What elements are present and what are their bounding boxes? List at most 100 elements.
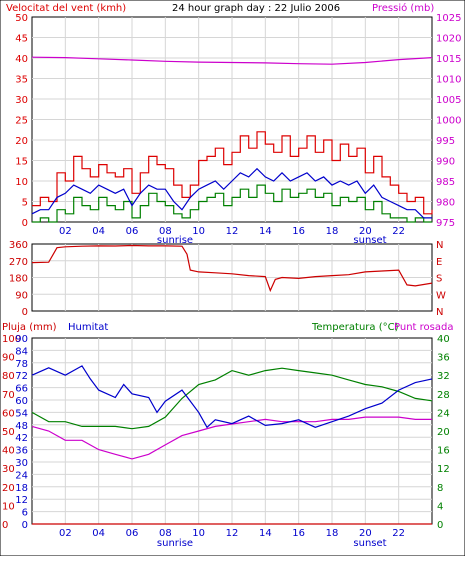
- compass-label: S: [436, 274, 442, 285]
- y-tick-label: 20: [15, 136, 28, 147]
- y-tick-label: 90: [15, 290, 28, 301]
- y-right-tick-label: 1005: [436, 95, 461, 106]
- y-right-tick-label: 1020: [436, 34, 461, 45]
- x-tick-label: 08: [159, 528, 172, 539]
- y-tick-label: 360: [9, 240, 28, 251]
- y-right-tick-label: 1000: [436, 116, 461, 127]
- x-tick-label: 02: [59, 528, 72, 539]
- temperature-tick-label: 20: [437, 427, 450, 438]
- temperature-series: [31, 367, 433, 430]
- y-tick-label: 50: [15, 13, 28, 24]
- rain-tick-label: 50: [2, 427, 15, 438]
- x-tick-label: 16: [292, 528, 305, 539]
- humidity-tick-label: 18: [15, 483, 28, 494]
- x-tick-label: 14: [259, 226, 272, 237]
- humidity-tick-label: 30: [15, 458, 28, 469]
- y-tick-label: 5: [22, 198, 28, 209]
- rain-tick-label: 0: [2, 520, 8, 531]
- y-right-tick-label: 980: [436, 198, 455, 209]
- humidity-temperature-chart: 0102030405060708090100061218243036424854…: [2, 334, 450, 549]
- x-tick-label: 04: [92, 226, 105, 237]
- y-tick-label: 15: [15, 157, 28, 168]
- sunrise-label: sunrise: [157, 538, 193, 549]
- sunrise-label: sunrise: [157, 235, 193, 246]
- x-tick-label: 18: [326, 528, 339, 539]
- y-right-tick-label: 995: [436, 136, 455, 147]
- x-tick-label: 12: [226, 528, 239, 539]
- compass-label: N: [436, 307, 443, 318]
- humidity-tick-label: 84: [15, 346, 28, 357]
- compass-label: W: [436, 290, 446, 301]
- x-tick-label: 10: [192, 528, 205, 539]
- rain-tick-label: 10: [2, 501, 15, 512]
- x-tick-label: 08: [159, 226, 172, 237]
- x-tick-label: 22: [392, 226, 405, 237]
- humidity-tick-label: 72: [15, 371, 28, 382]
- humidity-title: Humitat: [68, 322, 108, 333]
- humidity-tick-label: 66: [15, 384, 28, 395]
- temperature-title: Temperatura (°C): [311, 322, 399, 333]
- rain-tick-label: 100: [2, 334, 21, 345]
- rain-tick-label: 70: [2, 390, 15, 401]
- humidity-series: [31, 365, 433, 429]
- temperature-tick-label: 12: [437, 464, 450, 475]
- humidity-tick-label: 78: [15, 359, 28, 370]
- humidity-tick-label: 12: [15, 495, 28, 506]
- y-right-tick-label: 990: [436, 157, 455, 168]
- humidity-tick-label: 0: [22, 520, 28, 531]
- rain-tick-label: 40: [2, 446, 15, 457]
- humidity-tick-label: 90: [15, 334, 28, 345]
- x-tick-label: 04: [92, 528, 105, 539]
- humidity-tick-label: 36: [15, 446, 28, 457]
- humidity-tick-label: 42: [15, 433, 28, 444]
- y-tick-label: 40: [15, 54, 28, 65]
- rain-title: Pluja (mm): [2, 322, 57, 333]
- x-tick-label: 16: [292, 226, 305, 237]
- pressure-title: Pressió (mb): [372, 2, 434, 14]
- x-tick-label: 20: [359, 226, 372, 237]
- x-tick-label: 12: [226, 226, 239, 237]
- sunset-label: sunset: [353, 235, 386, 246]
- y-tick-label: 0: [22, 307, 28, 318]
- humidity-tick-label: 48: [15, 421, 28, 432]
- sunset-label: sunset: [353, 538, 386, 549]
- rain-tick-label: 60: [2, 408, 15, 419]
- y-right-tick-label: 1015: [436, 54, 461, 65]
- y-tick-label: 180: [9, 274, 28, 285]
- wind-title: Velocitat del vent (kmh): [6, 3, 126, 14]
- x-tick-label: 14: [259, 528, 272, 539]
- y-tick-label: 30: [15, 95, 28, 106]
- x-tick-label: 18: [326, 226, 339, 237]
- y-tick-label: 270: [9, 257, 28, 268]
- rain-tick-label: 20: [2, 483, 15, 494]
- humidity-tick-label: 6: [22, 508, 28, 519]
- temperature-tick-label: 0: [437, 520, 443, 531]
- wind-pressure-chart: 0510152025303540455097598098599099510001…: [15, 13, 461, 246]
- humidity-tick-label: 54: [15, 408, 28, 419]
- x-tick-label: 06: [126, 226, 139, 237]
- pressure-series: [31, 56, 433, 65]
- x-tick-label: 02: [59, 226, 72, 237]
- rain-tick-label: 90: [2, 353, 15, 364]
- compass-label: E: [436, 257, 442, 268]
- temperature-tick-label: 32: [437, 371, 450, 382]
- temperature-tick-label: 24: [437, 408, 450, 419]
- y-tick-label: 25: [15, 116, 28, 127]
- rain-tick-label: 30: [2, 464, 15, 475]
- temperature-tick-label: 8: [437, 483, 443, 494]
- y-tick-label: 45: [15, 34, 28, 45]
- graph-date-title: 24 hour graph day : 22 Julio 2006: [172, 3, 340, 14]
- x-tick-label: 10: [192, 226, 205, 237]
- temperature-tick-label: 16: [437, 446, 450, 457]
- y-right-tick-label: 975: [436, 218, 455, 229]
- y-tick-label: 35: [15, 75, 28, 86]
- x-tick-label: 06: [126, 528, 139, 539]
- x-tick-label: 20: [359, 528, 372, 539]
- y-right-tick-label: 985: [436, 177, 455, 188]
- wind-low-series: [32, 184, 432, 223]
- rain-tick-label: 80: [2, 371, 15, 382]
- temperature-tick-label: 40: [437, 334, 450, 345]
